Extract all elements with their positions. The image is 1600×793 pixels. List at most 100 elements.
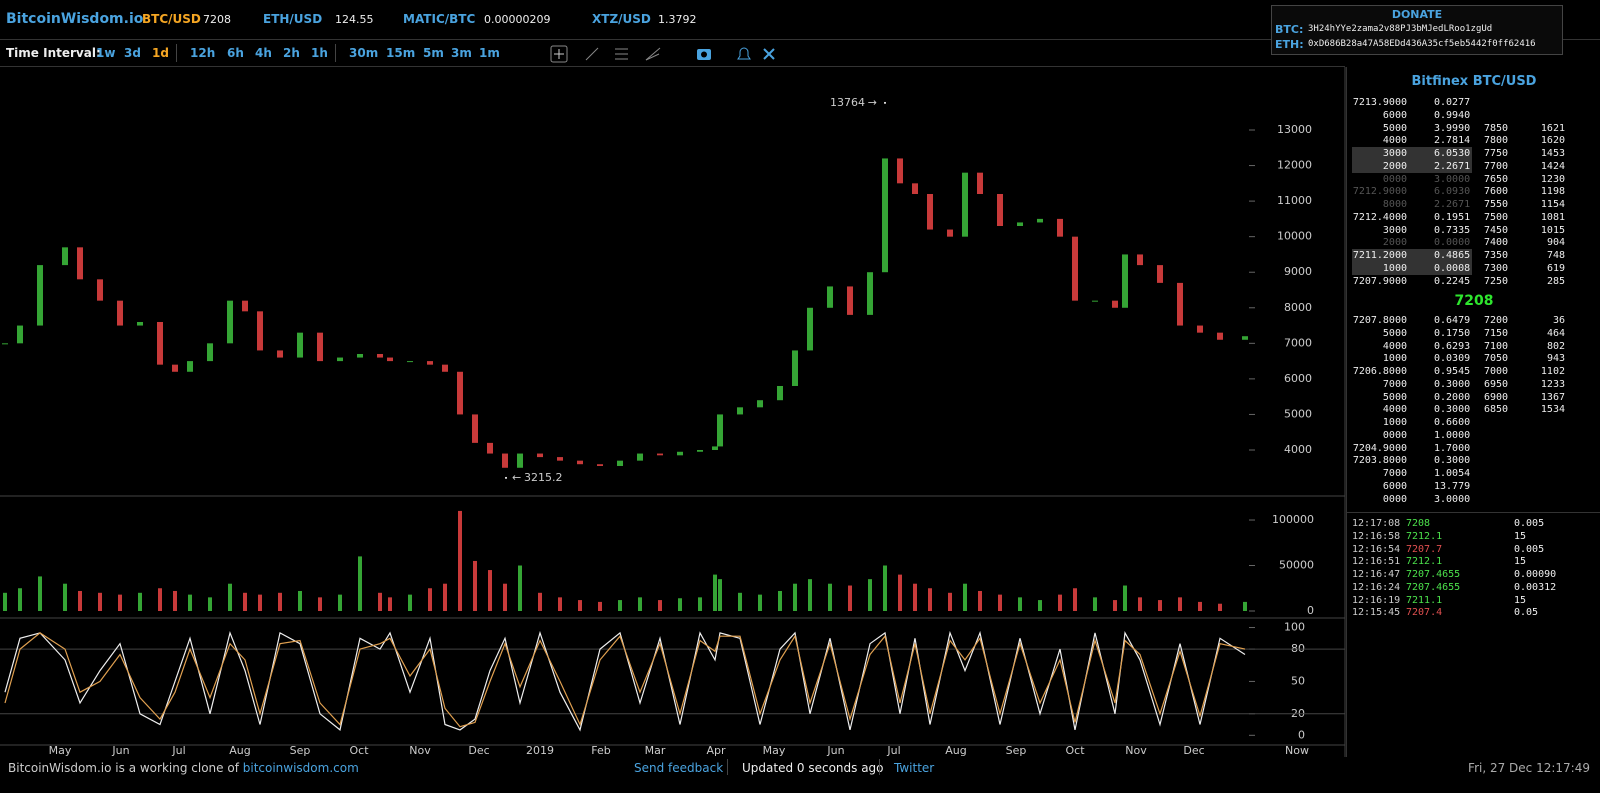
- volume-bar: [698, 597, 702, 611]
- interval-button[interactable]: 5m: [423, 46, 444, 60]
- y-tick-label: 0: [1307, 604, 1314, 617]
- donate-address: 0xD686B28a47A58EDd436A35cf5eb5442f0ff624…: [1308, 39, 1536, 49]
- level-count: 1367: [1540, 391, 1565, 403]
- snapshot-tool[interactable]: [697, 49, 711, 60]
- fullscreen-tool[interactable]: [763, 48, 775, 60]
- interval-button[interactable]: 4h: [255, 46, 272, 60]
- twitter-link[interactable]: Twitter: [879, 759, 934, 775]
- candle: [457, 371, 463, 415]
- candle: [792, 350, 798, 386]
- candle: [657, 453, 663, 456]
- candle: [737, 407, 743, 415]
- candle: [1242, 336, 1248, 340]
- x-tick-label: Sep: [290, 744, 311, 757]
- x-tick-label: Dec: [468, 744, 489, 757]
- clone-note: BitcoinWisdom.io is a working clone of b…: [8, 761, 359, 775]
- footer: BitcoinWisdom.io is a working clone of b…: [0, 757, 1600, 793]
- highlight: [1352, 159, 1472, 173]
- book-price: 5000: [1382, 391, 1407, 403]
- candle: [827, 286, 833, 308]
- volume-bar: [18, 588, 22, 611]
- feedback-link[interactable]: Send feedback: [634, 761, 724, 775]
- ticker-name[interactable]: BTC/USD: [142, 12, 201, 26]
- book-price: 6000: [1382, 109, 1407, 121]
- book-price: 0000: [1382, 173, 1407, 185]
- interval-button[interactable]: 1m: [479, 46, 500, 60]
- candle: [137, 321, 143, 326]
- book-amount: 0.3000: [1434, 404, 1471, 416]
- volume-bar: [338, 594, 342, 611]
- book-amount: 0.3000: [1434, 455, 1471, 467]
- volume-bar: [598, 601, 602, 611]
- book-amount: 0.3000: [1434, 378, 1471, 390]
- x-tick-label: Nov: [409, 744, 431, 757]
- volume-bar: [488, 570, 492, 611]
- level-price: 7400: [1484, 237, 1509, 249]
- volume-bar: [188, 594, 192, 611]
- candle: [947, 229, 953, 237]
- level-count: 619: [1546, 262, 1565, 274]
- separator: [176, 44, 177, 62]
- fib-tool[interactable]: [645, 47, 661, 61]
- volume-bar: [63, 583, 67, 611]
- ticker-name[interactable]: ETH/USD: [263, 12, 323, 26]
- book-price: 3000: [1382, 148, 1407, 159]
- interval-button[interactable]: 1h: [311, 46, 328, 60]
- hline-tool[interactable]: [615, 48, 628, 60]
- interval-button[interactable]: 1w: [96, 46, 116, 60]
- level-count: 1230: [1540, 173, 1565, 185]
- interval-button[interactable]: 6h: [227, 46, 244, 60]
- volume-bar: [1158, 600, 1162, 611]
- order-book: Bitfinex BTC/USD 7208 7213.9000 0.0277 600…: [1346, 67, 1600, 757]
- candle: [577, 460, 583, 465]
- interval-button[interactable]: 12h: [190, 46, 216, 60]
- trade-price: 7207.4: [1406, 607, 1443, 619]
- book-price: 7207.8000: [1352, 315, 1407, 326]
- interval-button[interactable]: 15m: [386, 46, 416, 60]
- volume-bar: [228, 583, 232, 611]
- highlight: [1352, 261, 1472, 275]
- book-amount: 0.4865: [1434, 250, 1471, 261]
- interval-button[interactable]: 2h: [283, 46, 300, 60]
- line-tool[interactable]: [585, 47, 599, 61]
- candle: [897, 158, 903, 184]
- interval-button[interactable]: 1d: [152, 46, 169, 60]
- level-price: 7750: [1484, 148, 1509, 159]
- volume-bar: [258, 594, 262, 611]
- y-tick-label: 7000: [1284, 336, 1312, 349]
- brand[interactable]: BitcoinWisdom.io: [6, 11, 144, 27]
- level-price: 7500: [1484, 211, 1509, 223]
- trade-time: 12:16:58: [1352, 530, 1401, 542]
- level-count: 1534: [1540, 404, 1565, 416]
- volume-bar: [78, 590, 82, 611]
- level-price: 7150: [1484, 327, 1509, 339]
- interval-button[interactable]: 3d: [124, 46, 141, 60]
- ticker-value: 0.00000209: [484, 13, 551, 26]
- volume-bar: [718, 579, 722, 611]
- clone-link[interactable]: bitcoinwisdom.com: [242, 761, 359, 775]
- book-price: 7212.9000: [1352, 186, 1407, 198]
- volume-bar: [1218, 603, 1222, 611]
- book-price: 1000: [1382, 262, 1407, 274]
- ticker-name[interactable]: MATIC/BTC: [403, 12, 476, 26]
- candle: [1112, 300, 1118, 308]
- trade-price: 7208: [1406, 518, 1431, 529]
- candle: [377, 353, 383, 358]
- x-tick-label: Oct: [349, 744, 369, 757]
- chart: 4000500060007000800090001000011000120001…: [0, 67, 1346, 757]
- level-price: 7700: [1484, 160, 1509, 172]
- crosshair-tool[interactable]: [550, 45, 568, 63]
- ticker-name[interactable]: XTZ/USD: [592, 12, 651, 26]
- level-count: 464: [1546, 327, 1565, 339]
- candle: [697, 449, 703, 452]
- interval-button[interactable]: 3m: [451, 46, 472, 60]
- book-amount: 6.0530: [1434, 148, 1471, 159]
- level-count: 748: [1546, 250, 1565, 261]
- book-amount: 3.0000: [1434, 493, 1471, 505]
- volume-bar: [118, 594, 122, 611]
- level-count: 1453: [1540, 148, 1565, 159]
- candle: [712, 446, 718, 450]
- volume-bar: [503, 583, 507, 611]
- alert-tool[interactable]: [737, 47, 751, 60]
- interval-button[interactable]: 30m: [349, 46, 379, 60]
